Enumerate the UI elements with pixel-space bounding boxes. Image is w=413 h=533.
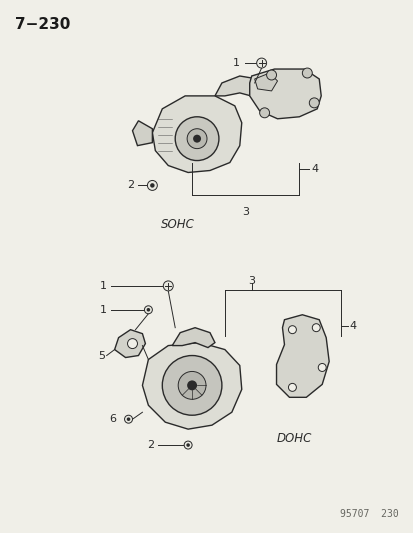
Circle shape bbox=[150, 183, 154, 188]
Text: 1: 1 bbox=[232, 58, 239, 68]
Polygon shape bbox=[152, 96, 241, 173]
Text: 4: 4 bbox=[348, 321, 355, 330]
Circle shape bbox=[318, 364, 325, 372]
Circle shape bbox=[124, 415, 132, 423]
Text: 2: 2 bbox=[127, 181, 134, 190]
Circle shape bbox=[163, 281, 173, 291]
Circle shape bbox=[256, 58, 266, 68]
Text: 95707  230: 95707 230 bbox=[339, 508, 398, 519]
Circle shape bbox=[184, 441, 192, 449]
Text: SOHC: SOHC bbox=[161, 218, 195, 231]
Polygon shape bbox=[276, 315, 328, 397]
Text: 2: 2 bbox=[147, 440, 154, 450]
Text: 6: 6 bbox=[109, 414, 116, 424]
Polygon shape bbox=[254, 73, 277, 91]
Polygon shape bbox=[114, 330, 145, 358]
Circle shape bbox=[288, 326, 296, 334]
Circle shape bbox=[147, 181, 157, 190]
Circle shape bbox=[178, 372, 206, 399]
Circle shape bbox=[126, 417, 130, 421]
Text: 4: 4 bbox=[311, 164, 318, 174]
Text: 3: 3 bbox=[242, 207, 249, 217]
Circle shape bbox=[301, 68, 311, 78]
Circle shape bbox=[311, 324, 320, 332]
Polygon shape bbox=[172, 328, 214, 348]
Circle shape bbox=[309, 98, 318, 108]
Polygon shape bbox=[249, 69, 320, 119]
Circle shape bbox=[175, 117, 218, 160]
Circle shape bbox=[187, 381, 197, 390]
Text: 1: 1 bbox=[100, 281, 107, 291]
Circle shape bbox=[288, 383, 296, 391]
Text: 5: 5 bbox=[98, 351, 105, 360]
Circle shape bbox=[259, 108, 269, 118]
Circle shape bbox=[186, 443, 190, 447]
Text: DOHC: DOHC bbox=[276, 432, 311, 445]
Polygon shape bbox=[142, 343, 241, 429]
Text: 3: 3 bbox=[248, 276, 254, 286]
Circle shape bbox=[192, 135, 201, 143]
Circle shape bbox=[162, 356, 221, 415]
Text: 7−230: 7−230 bbox=[15, 17, 71, 33]
Circle shape bbox=[266, 70, 276, 80]
Circle shape bbox=[187, 129, 206, 149]
Polygon shape bbox=[132, 121, 152, 146]
Polygon shape bbox=[214, 76, 261, 97]
Circle shape bbox=[127, 338, 137, 349]
Circle shape bbox=[146, 308, 150, 312]
Circle shape bbox=[144, 306, 152, 314]
Text: 1: 1 bbox=[100, 305, 107, 315]
